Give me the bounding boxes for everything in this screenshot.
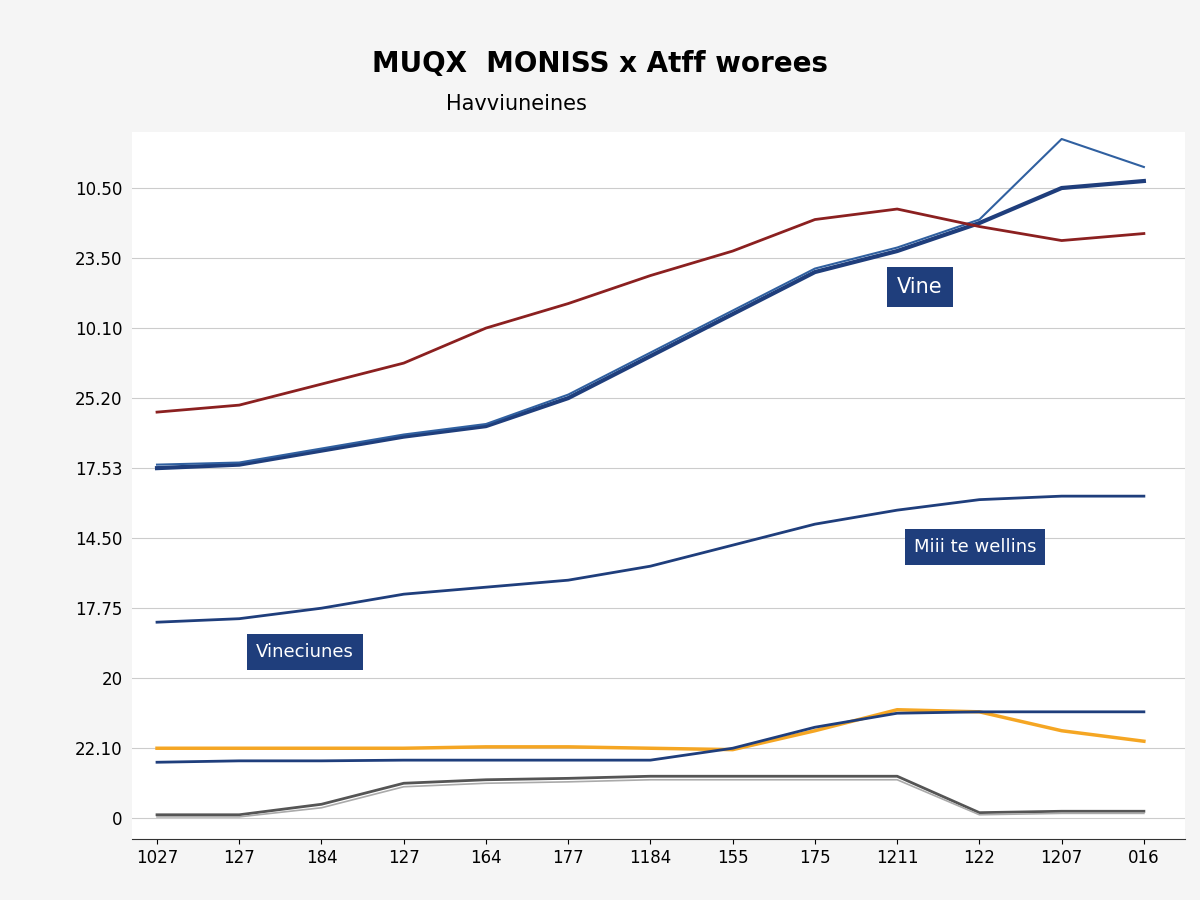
Text: Vineciunes: Vineciunes [256,644,354,662]
Text: Havviuneines: Havviuneines [445,94,587,114]
Text: MUQX  MONISS x Atff worees: MUQX MONISS x Atff worees [372,50,828,77]
Text: Vine: Vine [898,277,943,297]
Text: Miii te wellins: Miii te wellins [913,538,1036,556]
